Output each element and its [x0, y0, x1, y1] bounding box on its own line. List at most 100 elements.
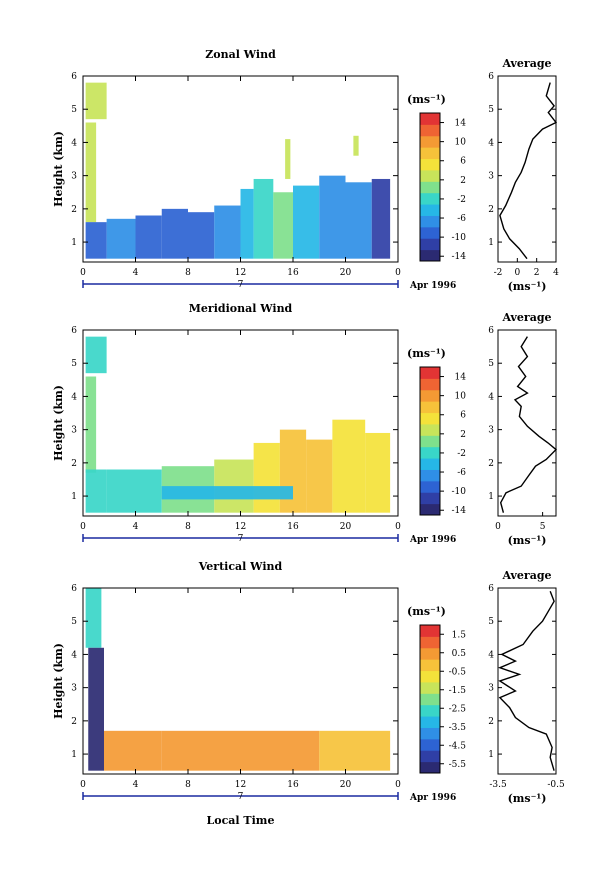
colorbar-swatch [420, 147, 440, 160]
heatmap-cell [353, 135, 359, 156]
colorbar-swatch [420, 693, 440, 706]
y-tick-label: 3 [71, 684, 77, 694]
day-label: 7 [238, 280, 244, 290]
profile-line [497, 591, 555, 771]
colorbar-swatch [420, 636, 440, 649]
heatmap-cell [371, 178, 391, 259]
heatmap-cell [240, 730, 320, 771]
x-tick-label: 8 [185, 522, 191, 532]
heatmap-cell [104, 730, 162, 771]
colorbar-swatch [420, 412, 440, 425]
heatmap-cell [85, 469, 107, 513]
colorbar: (ms⁻¹) 14 10 6 2 -2 -6 -10 -14 [407, 93, 466, 262]
average-profile: Average 1 2 3 4 5 6 -3.5 -0.5(ms⁻¹) [488, 569, 565, 805]
colorbar-tick-label: -0.5 [449, 667, 467, 677]
profile-x-tick-label: -2 [494, 268, 503, 278]
heatmap-cell [106, 469, 162, 513]
profile-frame [497, 329, 557, 517]
y-tick-label: 4 [71, 392, 77, 402]
profile-frame [497, 75, 557, 263]
x-tick-label: 0 [395, 522, 401, 532]
colorbar-tick-label: -5.5 [449, 760, 467, 770]
profile-x-label: (ms⁻¹) [508, 792, 547, 805]
date-label: Apr 1996 [409, 281, 456, 291]
y-tick-label: 6 [71, 326, 77, 336]
colorbar-tick-label: -2 [457, 449, 466, 459]
x-tick-label: 4 [133, 780, 139, 790]
heatmap-cell [85, 376, 97, 473]
average-profile: Average 1 2 3 4 5 6 0 5 (ms⁻¹) [488, 311, 558, 547]
x-tick-label: 16 [287, 780, 299, 790]
heatmap-cell [240, 188, 254, 259]
colorbar-swatch [420, 389, 440, 402]
profile-y-tick-label: 1 [488, 492, 494, 502]
profile-y-tick-label: 6 [488, 326, 494, 336]
heatmap-cell [279, 429, 307, 513]
profile-x-tick-label: -0.5 [547, 780, 565, 790]
colorbar-tick-label: -14 [452, 252, 467, 262]
colorbar-tick-label: -1.5 [449, 686, 467, 696]
profile-y-tick-label: 4 [488, 138, 494, 148]
x-tick-label: 12 [235, 522, 246, 532]
colorbar-tick-label: 2 [460, 430, 466, 440]
colorbar-frame [419, 112, 441, 262]
colorbar-frame [419, 624, 441, 774]
profile-y-tick-label: 5 [488, 105, 494, 115]
colorbar-swatch [420, 446, 440, 459]
x-tick-label: 0 [80, 522, 86, 532]
colorbar-swatch [420, 169, 440, 182]
colorbar-tick-label: -6 [457, 214, 466, 224]
y-tick-label: 5 [71, 359, 77, 369]
heatmap-cell [319, 175, 346, 259]
y-tick-label: 2 [71, 459, 77, 469]
x-tick-label: 16 [287, 268, 299, 278]
y-tick-label: 4 [71, 138, 77, 148]
colorbar-swatch [420, 215, 440, 228]
profile-y-tick-label: 1 [488, 238, 494, 248]
heatmap-cell [85, 222, 107, 259]
heatmap-cell [88, 647, 104, 771]
colorbar-swatch [420, 226, 440, 239]
heatmap-cell [345, 182, 372, 259]
colorbar-tick-label: 14 [455, 373, 467, 383]
heatmap-cell [293, 185, 320, 259]
profile-y-tick-label: 4 [488, 650, 494, 660]
colorbar-swatch [420, 192, 440, 205]
x-tick-label: 0 [80, 268, 86, 278]
colorbar-swatch [420, 761, 440, 774]
y-tick-label: 6 [71, 72, 77, 82]
colorbar-swatch [420, 238, 440, 251]
profile-x-tick-label: 5 [540, 522, 546, 532]
colorbar-swatch [420, 492, 440, 505]
chart-title: Zonal Wind [205, 48, 276, 61]
colorbar-swatch [420, 647, 440, 660]
x-axis-footer-label: Local Time [207, 814, 275, 827]
colorbar-tick-label: -10 [452, 233, 467, 243]
heatmap-cell [285, 139, 291, 179]
colorbar-tick-label: 10 [455, 392, 467, 402]
x-tick-label: 0 [395, 780, 401, 790]
profile-x-tick-label: 0 [514, 268, 520, 278]
colorbar-swatch [420, 480, 440, 493]
x-tick-label: 4 [133, 268, 139, 278]
profile-y-tick-label: 6 [488, 72, 494, 82]
colorbar-swatch [420, 458, 440, 470]
colorbar-swatch [420, 503, 440, 516]
chart-title: Vertical Wind [198, 560, 283, 573]
heatmap-cell [106, 218, 136, 259]
profile-x-tick-label: 2 [534, 268, 540, 278]
colorbar-swatch [420, 435, 440, 448]
heatmap-cell [161, 730, 241, 771]
y-tick-label: 4 [71, 650, 77, 660]
y-tick-label: 2 [71, 205, 77, 215]
y-tick-label: 1 [71, 750, 77, 760]
profile-y-tick-label: 2 [488, 459, 494, 469]
x-tick-label: 12 [235, 780, 246, 790]
colorbar-tick-label: 6 [460, 411, 466, 421]
profile-y-tick-label: 2 [488, 205, 494, 215]
heatmap-cell [253, 178, 274, 259]
profile-x-tick-label: 0 [495, 522, 501, 532]
